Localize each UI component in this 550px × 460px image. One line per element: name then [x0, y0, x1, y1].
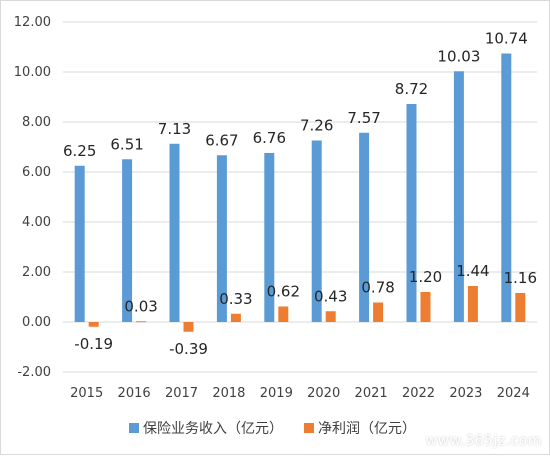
data-label-revenue: 6.25 [63, 142, 96, 160]
data-label-revenue: 7.57 [347, 109, 380, 127]
data-label-profit: 0.33 [219, 290, 252, 308]
y-tick-label: -2.00 [17, 365, 51, 380]
bar-4-profit [278, 306, 289, 322]
bar-2-profit [183, 322, 194, 332]
x-tick-label: 2023 [449, 386, 482, 401]
x-tick-label: 2024 [497, 386, 530, 401]
data-label-revenue: 6.51 [110, 135, 143, 153]
x-tick-label: 2016 [118, 386, 151, 401]
y-tick-label: 8.00 [22, 115, 51, 130]
bar-5-profit [325, 311, 336, 322]
bar-0-profit [88, 322, 99, 327]
x-tick-label: 2017 [165, 386, 198, 401]
data-label-revenue: 7.26 [300, 117, 333, 135]
bar-3-revenue [216, 155, 227, 322]
bar-1-profit [136, 321, 147, 323]
bar-1-revenue [122, 159, 133, 322]
bar-9-profit [515, 293, 526, 322]
y-tick-label: 6.00 [22, 165, 51, 180]
y-tick-label: 2.00 [22, 265, 51, 280]
bar-7-profit [420, 292, 431, 322]
legend-label-profit: 净利润（亿元） [318, 421, 416, 437]
bar-9-revenue [501, 53, 512, 322]
data-label-revenue: 10.03 [437, 47, 480, 65]
bar-0-revenue [74, 165, 85, 322]
data-label-profit: 1.20 [409, 268, 442, 286]
y-tick-label: 10.00 [14, 65, 51, 80]
x-tick-label: 2022 [402, 386, 435, 401]
data-label-profit: 0.62 [267, 283, 300, 301]
bar-6-profit [373, 302, 384, 322]
x-tick-label: 2018 [212, 386, 245, 401]
y-tick-label: 4.00 [22, 215, 51, 230]
data-label-profit: 1.16 [504, 269, 537, 287]
x-tick-label: 2021 [355, 386, 388, 401]
legend-label-revenue: 保险业务收入（亿元） [143, 421, 283, 437]
y-tick-label: 12.00 [14, 15, 51, 30]
x-tick-label: 2015 [70, 386, 103, 401]
bar-7-revenue [406, 104, 417, 322]
data-label-revenue: 6.67 [205, 131, 238, 149]
data-label-profit: 1.44 [456, 262, 489, 280]
bar-2-revenue [169, 143, 180, 322]
bar-8-profit [467, 286, 478, 322]
x-tick-label: 2019 [260, 386, 293, 401]
bar-6-revenue [359, 132, 370, 322]
watermark-text: www.365jz.com [425, 433, 542, 449]
data-label-profit: -0.39 [169, 340, 208, 358]
data-label-revenue: 8.72 [395, 80, 428, 98]
data-label-revenue: 10.74 [485, 30, 528, 48]
data-label-revenue: 7.13 [158, 120, 191, 138]
legend-swatch-profit [304, 423, 314, 433]
x-tick-label: 2020 [307, 386, 340, 401]
y-tick-label: 0.00 [22, 315, 51, 330]
bar-5-revenue [311, 140, 322, 322]
data-label-profit: 0.03 [124, 297, 157, 315]
data-label-profit: -0.19 [74, 335, 113, 353]
legend-swatch-revenue [129, 423, 139, 433]
data-label-profit: 0.43 [314, 287, 347, 305]
data-label-revenue: 6.76 [253, 129, 286, 147]
bar-3-profit [230, 313, 241, 322]
bar-4-revenue [264, 153, 275, 322]
bar-8-revenue [453, 71, 464, 322]
data-label-profit: 0.78 [361, 279, 394, 297]
